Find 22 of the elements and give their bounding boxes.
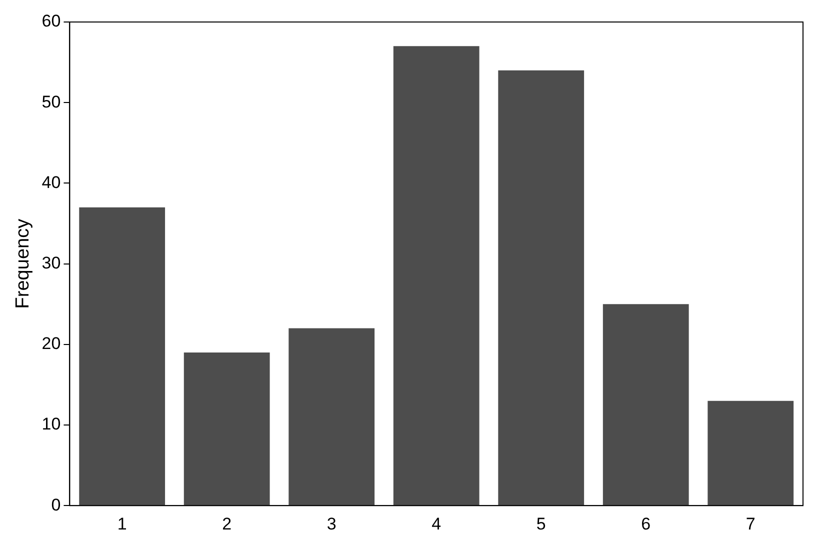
y-tick-label: 20 — [42, 334, 61, 354]
x-tick-label: 7 — [746, 514, 756, 534]
y-tick-label: 30 — [42, 253, 61, 272]
y-tick-label: 40 — [42, 172, 61, 192]
bar — [708, 400, 794, 506]
bar — [79, 207, 166, 506]
y-tick-label: 10 — [42, 414, 61, 434]
bar — [184, 352, 270, 506]
bar — [288, 328, 375, 506]
x-tick-label: 1 — [117, 514, 127, 534]
y-axis-title: Frequency — [12, 218, 34, 309]
x-tick-label: 2 — [222, 514, 232, 534]
bar — [498, 70, 584, 506]
x-tick-label: 6 — [641, 514, 651, 534]
y-tick-label: 60 — [42, 12, 61, 31]
y-tick-label: 50 — [42, 92, 61, 112]
bar — [602, 304, 689, 506]
x-tick-label: 5 — [536, 514, 546, 534]
x-tick-label: 3 — [326, 514, 336, 534]
y-tick-label: 0 — [51, 495, 61, 514]
x-tick-label: 4 — [432, 514, 442, 534]
bar — [393, 46, 480, 506]
